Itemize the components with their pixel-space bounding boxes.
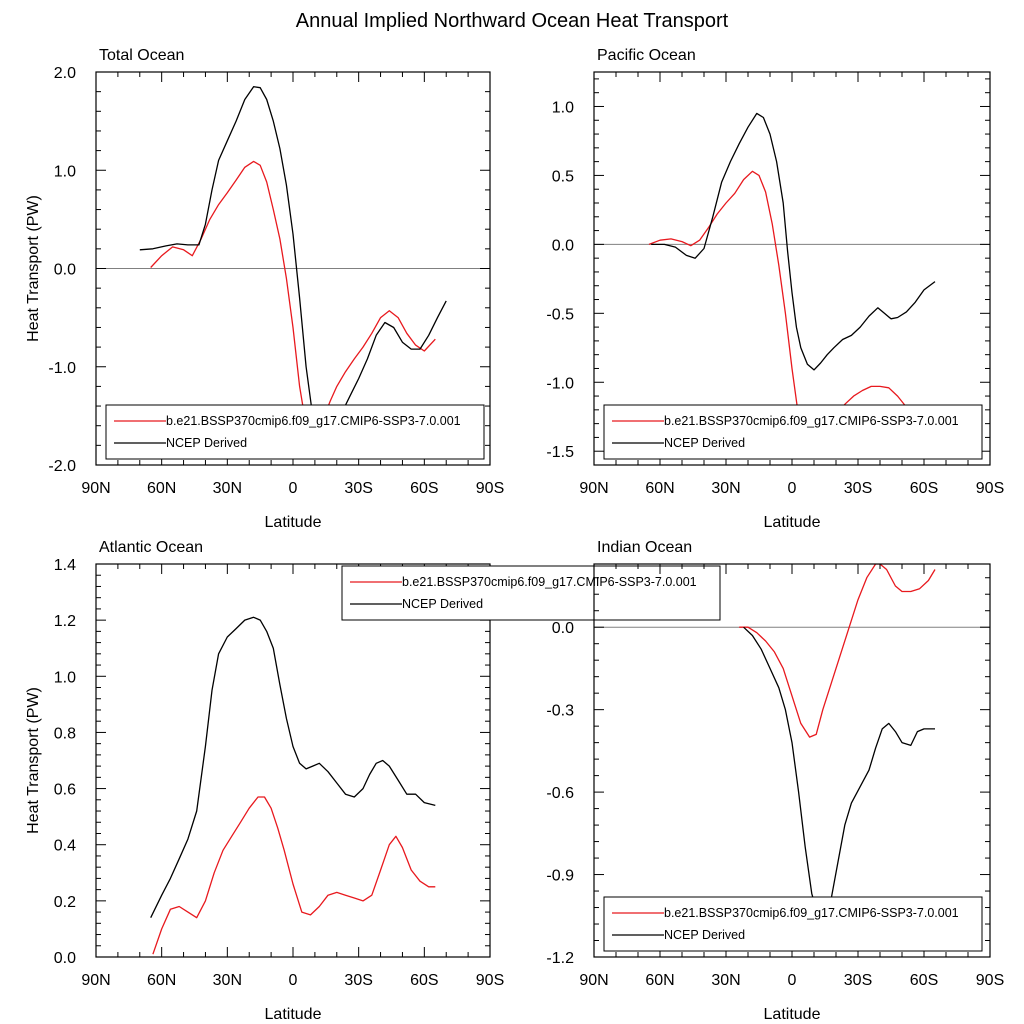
- y-tick-label: 0.2: [54, 894, 76, 911]
- x-tick-label: 90S: [976, 480, 1004, 497]
- y-tick-label: 1.4: [54, 557, 76, 574]
- series-line-ncep: [743, 626, 935, 920]
- series-line-ncep: [651, 112, 936, 371]
- x-tick-label: 60S: [410, 972, 438, 989]
- y-tick-label: 0.0: [54, 950, 76, 967]
- panel-title: Pacific Ocean: [597, 47, 696, 64]
- y-tick-label: -0.3: [546, 703, 574, 720]
- x-axis-label: Latitude: [764, 1006, 821, 1023]
- y-axis-label: Heat Transport (PW): [25, 687, 42, 834]
- x-tick-label: 30N: [711, 972, 740, 989]
- y-tick-label: 0.0: [552, 620, 574, 637]
- series-line-model: [648, 170, 936, 450]
- y-tick-label: 1.0: [54, 163, 76, 180]
- x-axis-label: Latitude: [265, 514, 322, 531]
- x-axis-label: Latitude: [265, 1006, 322, 1023]
- x-tick-label: 60S: [910, 972, 938, 989]
- x-tick-label: 30S: [344, 480, 372, 497]
- series-line-model: [152, 796, 436, 955]
- y-tick-label: 1.2: [54, 613, 76, 630]
- y-tick-label: 1.0: [552, 99, 574, 116]
- y-tick-label: -2.0: [48, 458, 76, 475]
- y-tick-label: 2.0: [54, 65, 76, 82]
- legend-box: [603, 896, 983, 952]
- y-tick-label: 0.4: [54, 838, 76, 855]
- series-line-model: [739, 564, 936, 738]
- legend-box: [105, 404, 485, 460]
- legend: b.e21.BSSP370cmip6.f09_g17.CMIP6-SSP3-7.…: [105, 404, 485, 460]
- y-tick-label: -1.0: [48, 360, 76, 377]
- series-line-ncep: [139, 86, 447, 437]
- x-tick-label: 90S: [476, 972, 504, 989]
- legend-entry: b.e21.BSSP370cmip6.f09_g17.CMIP6-SSP3-7.…: [664, 906, 959, 920]
- x-axis-label: Latitude: [764, 514, 821, 531]
- panel-pacific-ocean: 90N 60N 30N 0 30S 60S 90S 1.0 0.5 0.0 -0.5 -1.0 -1.5…: [546, 47, 1004, 531]
- legend-entry: NCEP Derived: [664, 436, 745, 450]
- y-tick-label: 1.0: [54, 669, 76, 686]
- x-tick-label: 90N: [81, 972, 110, 989]
- x-tick-label: 0: [788, 480, 797, 497]
- legend: b.e21.BSSP370cmip6.f09_g17.CMIP6-SSP3-7.…: [603, 896, 983, 952]
- y-tick-label: -1.2: [546, 950, 574, 967]
- x-tick-label: 30N: [711, 480, 740, 497]
- x-tick-label: 30N: [213, 480, 242, 497]
- x-tick-label: 0: [289, 480, 298, 497]
- y-tick-label: 0.0: [54, 262, 76, 279]
- y-tick-label: 0.6: [54, 782, 76, 799]
- plot-frame: [95, 563, 491, 958]
- panel-total-ocean: 90N 60N 30N 0 30S 60S 90S 2.0 1.0 0.0 -1.0 -2.0 Tota…: [25, 47, 504, 531]
- x-tick-label: 90S: [976, 972, 1004, 989]
- y-tick-label: -0.6: [546, 785, 574, 802]
- y-tick-label: 0.0: [552, 237, 574, 254]
- x-tick-label: 30S: [844, 480, 872, 497]
- panel-title: Indian Ocean: [597, 539, 692, 556]
- x-tick-label: 30N: [213, 972, 242, 989]
- y-tick-label: -0.5: [546, 306, 574, 323]
- panel-atlantic-ocean: 90N 60N 30N 0 30S 60S 90S 1.4 1.2 1.0 0.8 0.6 0.4 0.2…: [25, 539, 721, 1023]
- y-axis-label: Heat Transport (PW): [25, 195, 42, 342]
- legend-entry: b.e21.BSSP370cmip6.f09_g17.CMIP6-SSP3-7.…: [402, 575, 697, 589]
- x-tick-label: 60N: [645, 480, 674, 497]
- y-tick-label: 0.8: [54, 725, 76, 742]
- panel-title: Total Ocean: [99, 47, 184, 64]
- panel-title: Atlantic Ocean: [99, 539, 203, 556]
- legend: b.e21.BSSP370cmip6.f09_g17.CMIP6-SSP3-7.…: [341, 565, 721, 621]
- legend-entry: b.e21.BSSP370cmip6.f09_g17.CMIP6-SSP3-7.…: [166, 414, 461, 428]
- x-tick-label: 60N: [645, 972, 674, 989]
- x-tick-label: 60S: [910, 480, 938, 497]
- y-tick-label: -1.0: [546, 375, 574, 392]
- x-tick-label: 90N: [81, 480, 110, 497]
- series-line-model: [150, 160, 436, 440]
- x-tick-label: 0: [289, 972, 298, 989]
- legend-entry: b.e21.BSSP370cmip6.f09_g17.CMIP6-SSP3-7.…: [664, 414, 959, 428]
- legend-entry: NCEP Derived: [402, 597, 483, 611]
- legend-box: [341, 565, 721, 621]
- x-tick-label: 60N: [147, 972, 176, 989]
- x-tick-label: 90S: [476, 480, 504, 497]
- y-tick-label: 0.5: [552, 168, 574, 185]
- x-tick-label: 90N: [579, 972, 608, 989]
- legend: b.e21.BSSP370cmip6.f09_g17.CMIP6-SSP3-7.…: [603, 404, 983, 460]
- y-tick-label: -1.5: [546, 444, 574, 461]
- x-tick-label: 60N: [147, 480, 176, 497]
- series-line-ncep: [150, 616, 436, 918]
- panel-indian-ocean: 90N 60N 30N 0 30S 60S 90S 0.0 -0.3 -0.6 -0.9 -1.2 In…: [546, 539, 1004, 1023]
- x-tick-label: 30S: [344, 972, 372, 989]
- x-tick-label: 30S: [844, 972, 872, 989]
- x-tick-label: 90N: [579, 480, 608, 497]
- legend-entry: NCEP Derived: [664, 928, 745, 942]
- x-tick-label: 0: [788, 972, 797, 989]
- legend-entry: NCEP Derived: [166, 436, 247, 450]
- figure-title: Annual Implied Northward Ocean Heat Tran…: [296, 10, 729, 32]
- x-tick-label: 60S: [410, 480, 438, 497]
- y-tick-label: -0.9: [546, 868, 574, 885]
- legend-box: [603, 404, 983, 460]
